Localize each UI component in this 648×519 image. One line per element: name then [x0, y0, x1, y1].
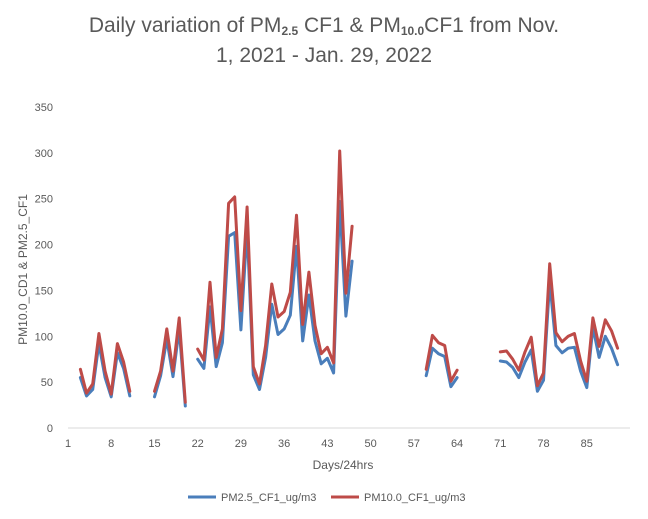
x-tick-label: 85	[581, 438, 593, 450]
x-tick-label: 8	[108, 438, 114, 450]
title-middle: CF1 & PM	[298, 14, 401, 37]
y-tick-label: 300	[35, 148, 53, 160]
series-lines	[78, 149, 620, 408]
x-tick-label: 1	[65, 438, 71, 450]
series-line-pm25	[78, 342, 132, 399]
x-axis-ticks: 1 8 15 22 29 36 43 50 57 64 71 78 85	[65, 438, 593, 450]
x-tick-label: 43	[321, 438, 333, 450]
y-tick-label: 350	[35, 102, 53, 114]
x-tick-label: 50	[364, 438, 376, 450]
x-tick-label: 36	[278, 438, 290, 450]
x-tick-label: 78	[537, 438, 549, 450]
chart-title-line1: Daily variation of PM2.5 CF1 & PM10.0CF1…	[0, 14, 648, 38]
series-line-pm25	[424, 346, 459, 389]
series-line-pm25	[498, 279, 620, 393]
x-tick-label: 15	[148, 438, 160, 450]
y-axis-ticks: 0 50 100 150 200 250 300 350	[35, 102, 53, 435]
x-tick-label: 57	[408, 438, 420, 450]
title-subscript-pm10: 10.0	[400, 24, 425, 38]
y-tick-label: 250	[35, 194, 53, 206]
y-tick-label: 150	[35, 285, 53, 297]
series-line-pm10	[78, 332, 132, 396]
x-tick-label: 29	[235, 438, 247, 450]
series-line-pm10	[424, 333, 459, 383]
legend: PM2.5_CF1_ug/m3 PM10.0_CF1_ug/m3	[188, 492, 466, 504]
title-suffix: CF1 from Nov.	[424, 14, 560, 37]
chart-title-line2: 1, 2021 - Jan. 29, 2022	[216, 44, 432, 67]
x-tick-label: 64	[451, 438, 463, 450]
y-tick-label: 50	[41, 377, 53, 389]
y-tick-label: 100	[35, 331, 53, 343]
legend-label-pm25: PM2.5_CF1_ug/m3	[221, 492, 316, 504]
y-tick-label: 200	[35, 240, 53, 252]
title-subscript-pm25: 2.5	[281, 24, 299, 38]
x-tick-label: 22	[192, 438, 204, 450]
title-prefix: Daily variation of PM	[88, 14, 282, 37]
legend-label-pm10: PM10.0_CF1_ug/m3	[364, 492, 466, 504]
x-tick-label: 71	[494, 438, 506, 450]
series-line-pm10	[498, 262, 620, 388]
y-tick-label: 0	[47, 423, 53, 435]
y-axis-label: PM10.0_CD1 & PM2.5_CF1	[16, 194, 30, 345]
series-line-pm10	[196, 149, 354, 386]
x-axis-label: Days/24hrs	[313, 458, 374, 472]
series-line-pm10	[153, 316, 187, 404]
